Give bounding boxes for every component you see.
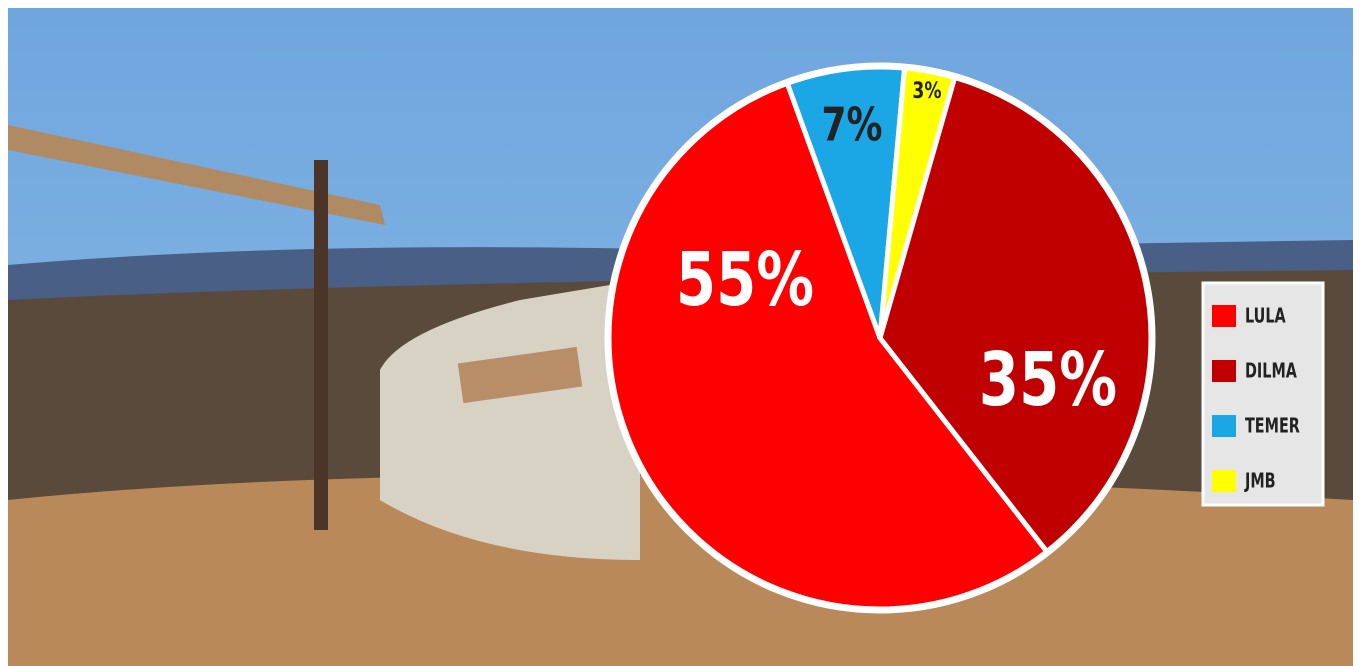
data-label: 3% [912,78,941,104]
legend-label: TEMER [1245,416,1300,439]
legend-swatch [1212,305,1236,327]
data-label: 55% [676,236,814,323]
data-label: 35% [979,336,1117,423]
legend-swatch [1212,415,1236,437]
legend-swatch [1212,470,1236,492]
legend-items: LULA DILMA TEMER JMB [1212,305,1300,493]
legend-label: DILMA [1245,361,1297,384]
legend-label: JMB [1244,471,1275,494]
pie-border [604,62,1156,614]
data-label: 7% [822,98,883,152]
legend-swatch [1212,360,1236,382]
legend-label: LULA [1245,306,1286,329]
pie: 55% 35% 7% 3% [604,62,1156,614]
